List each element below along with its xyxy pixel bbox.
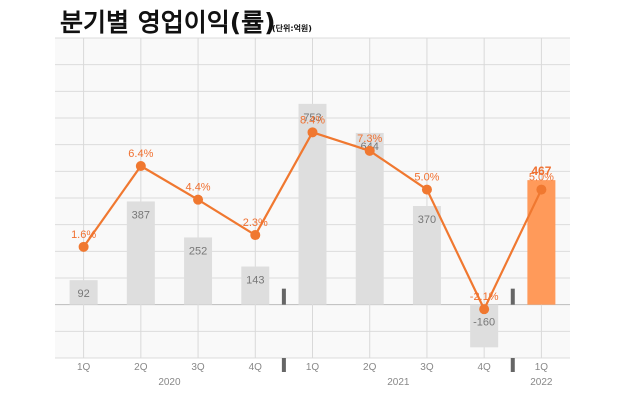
margin-point (421, 184, 432, 195)
x-tick-label: 1Q (535, 362, 549, 373)
margin-point-label: -2.1% (470, 291, 499, 303)
bar (126, 201, 155, 305)
bar-value-label: 92 (77, 288, 89, 300)
bar (241, 266, 270, 305)
bar-value-label: 143 (246, 275, 264, 287)
bar (412, 206, 441, 305)
bar-value-label: 467 (531, 164, 551, 178)
x-tick-label: 4Q (477, 362, 491, 373)
bar-value-label: 753 (303, 112, 321, 124)
year-separator-marker (510, 358, 515, 372)
margin-point (78, 241, 89, 252)
plot-area: 92387252143753644370-1604671.6%6.4%4.4%2… (55, 37, 570, 388)
x-tick-label: 2Q (363, 362, 377, 373)
year-separator-marker (281, 288, 286, 305)
x-tick-label: 4Q (249, 362, 263, 373)
margin-point (364, 145, 375, 156)
margin-point-label: 1.6% (71, 229, 96, 241)
margin-point-label: 5.0% (414, 172, 439, 184)
year-label: 2020 (158, 377, 181, 388)
year-label: 2021 (387, 377, 410, 388)
margin-point (135, 161, 146, 171)
chart-unit: (단위:억원) (272, 23, 312, 33)
bar (527, 180, 556, 305)
x-tick-label: 3Q (420, 362, 434, 373)
x-tick-label: 1Q (77, 362, 91, 373)
year-separator-marker (281, 358, 286, 372)
bar-value-label: 252 (189, 245, 207, 257)
bar (355, 132, 384, 305)
margin-point (307, 127, 318, 138)
margin-point-label: 8.4% (300, 114, 325, 126)
margin-point-label: 5.0% (529, 172, 554, 184)
margin-point-label: 6.4% (128, 148, 153, 160)
margin-point-label: 2.3% (243, 217, 268, 229)
x-tick-label: 1Q (306, 362, 320, 373)
bar-value-label: -160 (473, 316, 495, 328)
margin-point (536, 184, 547, 195)
bar-value-label: 387 (132, 209, 150, 221)
margin-point (193, 194, 204, 205)
margin-point-label: 4.4% (186, 182, 211, 194)
margin-point (479, 304, 490, 315)
chart-title: 분기별 영업이익(률) (60, 8, 276, 37)
x-tick-label: 3Q (191, 362, 205, 373)
bar (69, 280, 98, 305)
x-tick-label: 2Q (134, 362, 148, 373)
bar (184, 237, 213, 305)
year-separator-marker (510, 288, 515, 305)
bar (298, 103, 327, 305)
year-label: 2022 (530, 377, 553, 388)
margin-point (250, 230, 261, 241)
margin-point-label: 7.3% (357, 133, 382, 145)
bar-value-label: 370 (418, 214, 436, 226)
